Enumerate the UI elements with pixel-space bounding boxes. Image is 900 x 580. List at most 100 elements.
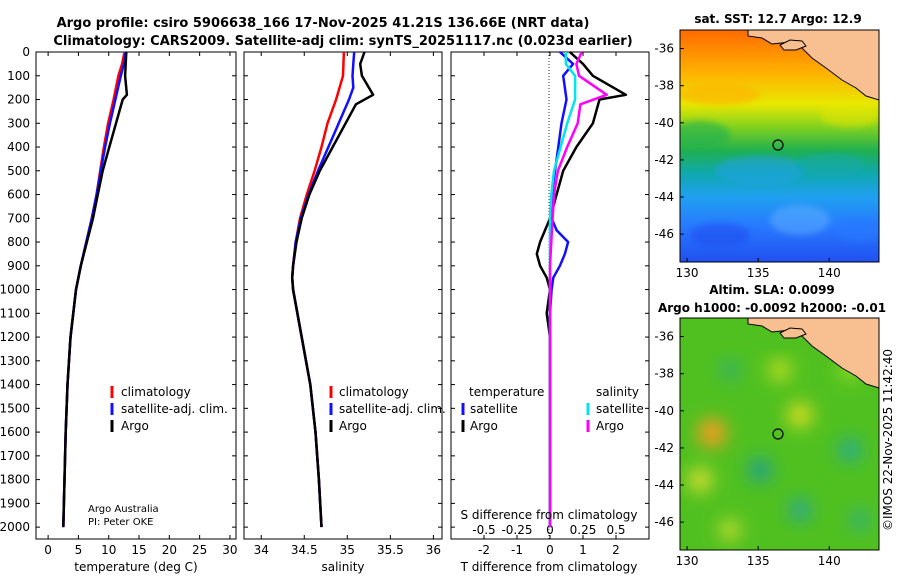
x-tick-label: 34 [254,543,269,557]
s-tick-label: 0 [546,523,554,537]
timestamp: ©IMOS 22-Nov-2025 11:42:40 [881,349,895,531]
sla-map: Altim. SLA: 0.0099 Argo h1000: -0.0092 h… [654,283,886,568]
y-tick-label: 1400 [0,378,30,392]
sst-map-axes: 130 135 140 -36 -38 -40 -42 -44 -46 [654,42,840,280]
s-tick-label: 0.25 [570,523,597,537]
salinity-legend: climatology satellite-adj. clim. Argo [329,385,446,433]
series-line-argo [290,51,375,528]
map-y-tick-label: -40 [654,404,674,418]
x-tick-label: 35.5 [377,543,404,557]
y-tick-label: 100 [7,69,30,83]
y-tick-label: 1000 [0,283,30,297]
sla-map-title: Altim. SLA: 0.0099 [709,283,835,297]
y-tick-label: 0 [22,45,30,59]
map-y-tick-label: -38 [654,367,674,381]
temperature-difference-label: T difference from climatology [460,560,638,574]
y-tick-label: 800 [7,235,30,249]
y-tick-label: 600 [7,188,30,202]
island [779,327,807,339]
legend-climatology-label: climatology [121,385,191,399]
credit-line1: Argo Australia [88,504,159,515]
map-y-tick-label: -46 [654,227,674,241]
y-tick-label: 900 [7,259,30,273]
y-tick-label: 300 [7,116,30,130]
legend-temp-argo-label: Argo [470,419,498,433]
map-x-tick-label: 130 [676,266,699,280]
difference-series [535,51,628,528]
sst-field-texture [680,85,879,247]
salinity-panel: 34 34.5 35 35.5 36 salinity climatology sate… [243,51,446,574]
y-tick-label: 700 [7,211,30,225]
map-x-tick-label: 135 [747,266,770,280]
salinity-difference-tick-labels: -0.5 -0.25 0 0.25 0.5 [472,523,625,537]
map-x-tick-label: 130 [676,554,699,568]
difference-panel: -2 -1 0 1 2 -0.5 -0.25 0 0.25 0.5 S difference f… [450,51,650,574]
legend-temperature-title: temperature [469,385,544,399]
temperature-series [62,51,129,528]
map-y-tick-label: -38 [654,79,674,93]
y-tick-label: 500 [7,164,30,178]
legend-temp-satellite-label: satellite [470,402,518,416]
map-y-tick-label: -42 [654,153,674,167]
legend-argo-label: Argo [121,419,149,433]
map-y-tick-label: -42 [654,441,674,455]
island [779,39,807,51]
temperature-y-axis: 0 100 200 300 400 500 600 700 800 900 1000 1100 1200… [0,45,236,534]
credit-line2: PI: Peter OKE [88,517,153,528]
x-tick-label: 10 [101,543,116,557]
series-line-temperature-satellite [548,51,575,528]
y-tick-label: 1200 [0,330,30,344]
series-line-argo [62,51,129,528]
legend-argo-label: Argo [339,419,367,433]
salinity-x-label: salinity [321,560,364,574]
sla-field-texture [688,359,870,540]
y-tick-label: 1300 [0,354,30,368]
legend-sal-argo-label: Argo [596,419,624,433]
legend-climatology-label: climatology [339,385,409,399]
temperature-legend: climatology satellite-adj. clim. Argo [110,385,228,433]
difference-y-ticks [451,51,649,528]
x-tick-label: 30 [222,543,237,557]
figure-title-line2: Climatology: CARS2009. Satellite-adj cli… [53,34,632,49]
salinity-difference-label: S difference from climatology [461,508,638,522]
x-tick-label: 0 [44,543,52,557]
y-tick-label: 400 [7,140,30,154]
temperature-axes-box [35,51,237,540]
legend-sal-satellite-label: satellite [596,402,644,416]
temperature-x-label: temperature (deg C) [74,560,197,574]
legend-satellite-adj-label: satellite-adj. clim. [339,402,446,416]
x-tick-label: 0 [546,543,554,557]
map-y-tick-label: -40 [654,116,674,130]
salinity-x-axis: 34 34.5 35 35.5 36 [254,52,441,557]
s-tick-label: -0.25 [501,523,532,537]
y-tick-label: 1900 [0,496,30,510]
map-y-tick-label: -46 [654,515,674,529]
sla-map-axes: 130 135 140 -36 -38 -40 -42 -44 -46 [654,330,840,568]
x-tick-label: 20 [162,543,177,557]
series-line-salinity-argo [548,51,609,528]
s-tick-label: -0.5 [472,523,495,537]
land-mass [747,30,879,101]
salinity-axes-box [243,51,443,540]
y-tick-label: 1800 [0,473,30,487]
y-tick-label: 1500 [0,401,30,415]
map-x-tick-label: 140 [818,266,841,280]
sst-map-frame [679,29,880,263]
legend-satellite-adj-label: satellite-adj. clim. [121,402,228,416]
map-y-tick-label: -44 [654,190,674,204]
sla-map-subtitle: Argo h1000: -0.0092 h2000: -0.01 [658,301,886,315]
y-tick-label: 200 [7,93,30,107]
difference-legend-temperature: temperature satellite Argo [461,385,544,433]
argo-location-marker [772,428,784,440]
x-tick-label: 1 [579,543,587,557]
y-tick-label: 1600 [0,425,30,439]
map-y-tick-label: -36 [654,330,674,344]
temperature-x-axis: 0 5 10 15 20 25 30 [44,52,238,557]
sst-map-title: sat. SST: 12.7 Argo: 12.9 [694,12,861,26]
x-tick-label: 25 [192,543,207,557]
y-tick-label: 1700 [0,449,30,463]
x-tick-label: -2 [478,543,490,557]
salinity-series [290,51,375,528]
argo-location-marker [772,139,784,151]
